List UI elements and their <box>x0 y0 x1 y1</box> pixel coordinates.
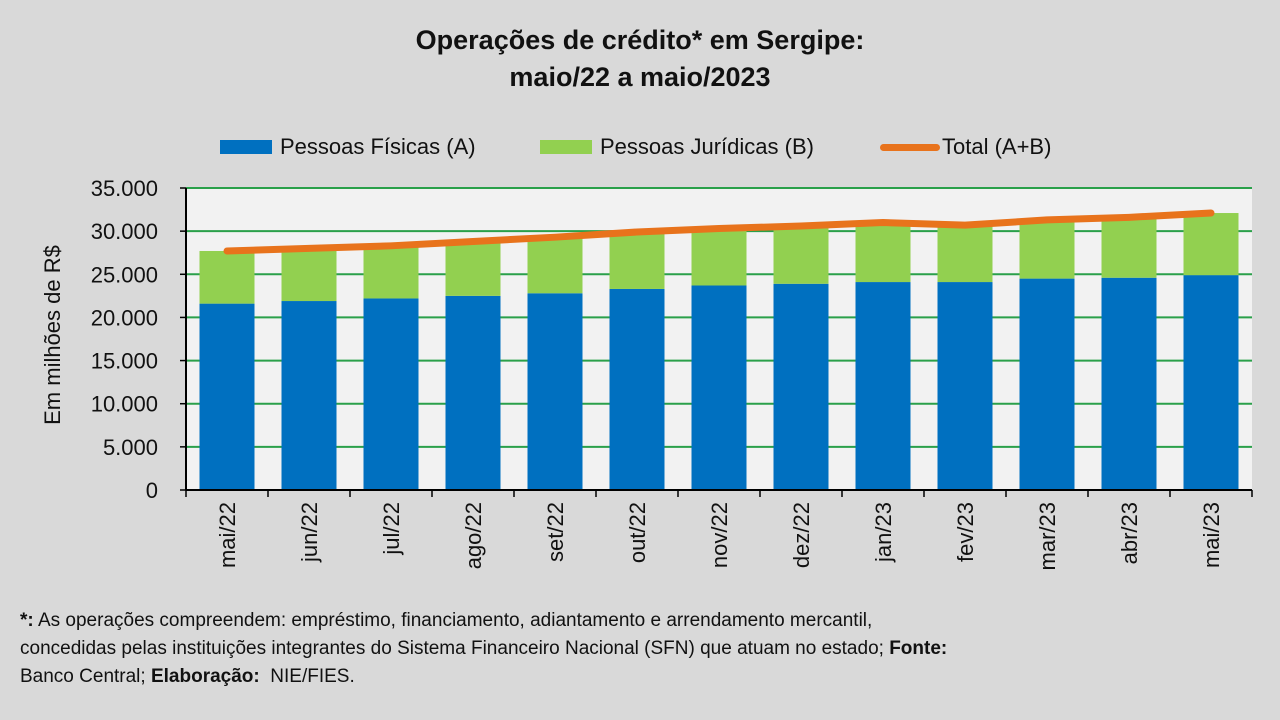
x-tick-label: jan/23 <box>871 502 896 563</box>
x-tick-label: mai/23 <box>1199 502 1224 568</box>
footnote-star: *: <box>20 610 34 631</box>
footnote-text2: concedidas pelas instituições integrante… <box>20 638 890 659</box>
bar-pessoas-fisicas <box>1183 275 1239 490</box>
bar-pessoas-fisicas <box>691 285 747 490</box>
bar-pessoas-fisicas <box>445 295 501 490</box>
x-tick-label: out/22 <box>625 502 650 563</box>
footnote: *: As operações compreendem: empréstimo,… <box>20 607 1260 691</box>
footnote-text1: As operações compreendem: empréstimo, fi… <box>33 610 873 631</box>
footnote-source-label: Fonte: <box>889 638 948 659</box>
legend-item-pf: Pessoas Físicas (A) <box>220 130 476 164</box>
bar-pessoas-fisicas <box>281 301 337 490</box>
bar-pessoas-juridicas <box>199 250 255 304</box>
bar-pessoas-juridicas <box>363 245 419 299</box>
y-tick-label: 10.000 <box>91 392 158 417</box>
y-tick-label: 5.000 <box>103 435 158 460</box>
legend-item-pj: Pessoas Jurídicas (B) <box>540 130 814 164</box>
x-tick-label: mar/23 <box>1035 502 1060 570</box>
y-axis-label: Em milhões de R$ <box>40 245 65 425</box>
x-tick-label: jul/22 <box>379 502 404 556</box>
legend-label-total: Total (A+B) <box>942 134 1052 159</box>
bar-pessoas-fisicas <box>773 283 829 490</box>
footnote-elab-label: Elaboração: <box>150 666 260 687</box>
chart-title-line1: Operações de crédito* em Sergipe: <box>415 25 865 55</box>
bar-pessoas-fisicas <box>609 288 665 490</box>
x-tick-label: set/22 <box>543 502 568 562</box>
footnote-elab-value: NIE/FIES. <box>259 666 355 687</box>
x-tick-label: nov/22 <box>707 502 732 568</box>
bar-pessoas-juridicas <box>445 241 501 296</box>
line-total <box>223 209 1215 255</box>
bar-pessoas-juridicas <box>691 228 747 286</box>
bar-pessoas-juridicas <box>609 232 665 289</box>
chart-plot: 0 5.000 10.000 15.000 20.000 25.000 30.000 35.0… <box>40 176 1253 570</box>
chart-title: Operações de crédito* em Sergipe: maio/2… <box>0 22 1280 96</box>
legend-line-total <box>880 143 940 151</box>
bar-pessoas-fisicas <box>527 293 583 490</box>
y-tick-label: 20.000 <box>91 305 158 330</box>
y-tick-label: 25.000 <box>91 262 158 287</box>
bar-pessoas-fisicas <box>363 298 419 490</box>
x-tick-label: mai/22 <box>215 502 240 568</box>
legend-label-pj: Pessoas Jurídicas (B) <box>600 134 814 159</box>
bar-pessoas-fisicas <box>1101 277 1157 490</box>
bar-pessoas-fisicas <box>1019 278 1075 490</box>
bar-pessoas-juridicas <box>527 237 583 294</box>
legend-label-pf: Pessoas Físicas (A) <box>280 134 476 159</box>
legend-swatch-pf <box>220 140 272 154</box>
x-tick-label: abr/23 <box>1117 502 1142 564</box>
y-tick-label: 0 <box>146 478 158 503</box>
bar-pessoas-juridicas <box>855 222 911 283</box>
bar-pessoas-juridicas <box>937 225 993 283</box>
x-tick-label: dez/22 <box>789 502 814 568</box>
bar-pessoas-fisicas <box>937 282 993 490</box>
x-tick-label: fev/23 <box>953 502 978 562</box>
legend-item-total: Total (A+B) <box>880 130 1051 164</box>
legend-swatch-pj <box>540 140 592 154</box>
bar-pessoas-juridicas <box>773 225 829 284</box>
chart-title-line2: maio/22 a maio/2023 <box>509 62 771 92</box>
bar-pessoas-fisicas <box>199 303 255 490</box>
y-tick-label: 30.000 <box>91 219 158 244</box>
y-tick-label: 15.000 <box>91 349 158 374</box>
footnote-source-value: Banco Central; <box>20 666 151 687</box>
chart-legend: Pessoas Físicas (A) Pessoas Jurídicas (B… <box>0 130 1280 164</box>
bar-pessoas-juridicas <box>1183 213 1239 276</box>
x-tick-label: jun/22 <box>297 502 322 563</box>
bar-pessoas-fisicas <box>855 282 911 490</box>
bar-pessoas-juridicas <box>1019 219 1075 279</box>
x-tick-label: ago/22 <box>461 502 486 569</box>
bar-pessoas-juridicas <box>1101 217 1157 278</box>
bar-pessoas-juridicas <box>281 248 337 302</box>
y-tick-label: 35.000 <box>91 176 158 201</box>
